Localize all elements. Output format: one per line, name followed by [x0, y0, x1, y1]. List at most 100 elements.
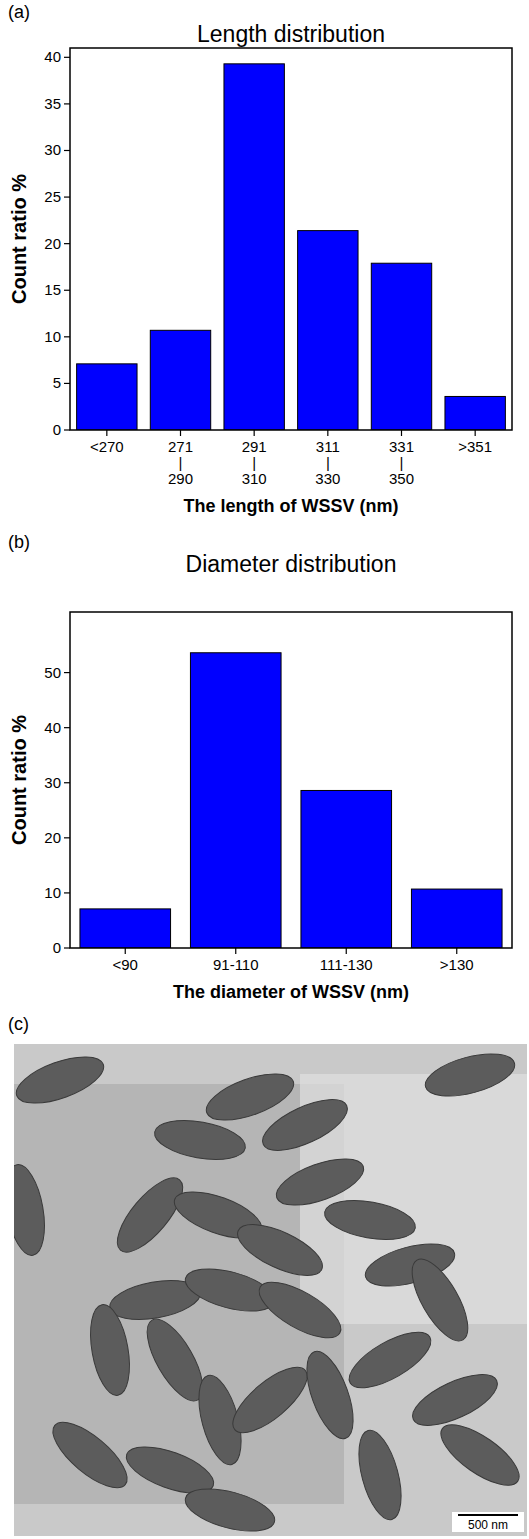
y-tick: [64, 947, 70, 948]
chart-panel: (a) Length distribution 0 5 10 15 20 25 30 35 40 <2…: [8, 2, 512, 516]
y-tick-label: 40: [44, 719, 61, 736]
micrograph: [14, 1044, 527, 1536]
scale-bar: [458, 1514, 518, 1516]
bar: [301, 790, 392, 948]
x-tick: [327, 430, 328, 436]
x-axis-title: The diameter of WSSV (nm): [173, 982, 409, 1002]
virion: [351, 1426, 410, 1524]
bar: [445, 396, 505, 430]
x-axis-title: The length of WSSV (nm): [184, 496, 399, 516]
y-tick: [64, 837, 70, 838]
y-tick-label: 10: [44, 884, 61, 901]
virion: [84, 1302, 135, 1399]
panel-label: (a): [8, 2, 30, 22]
x-tick-label: 331|350: [389, 438, 414, 487]
bar: [298, 231, 358, 430]
bar: [224, 64, 284, 430]
virion: [401, 1251, 478, 1349]
virion: [14, 1162, 51, 1259]
y-tick: [64, 57, 70, 58]
y-tick: [64, 336, 70, 337]
y-tick: [64, 243, 70, 244]
bar: [190, 653, 281, 948]
y-tick-label: 40: [44, 48, 61, 65]
x-tick-label: 271|290: [168, 438, 193, 487]
x-tick: [106, 430, 107, 436]
y-tick-label: 30: [44, 141, 61, 158]
virion: [181, 1481, 279, 1536]
x-tick-label: <90: [113, 956, 138, 973]
virion: [322, 1194, 419, 1245]
virion: [341, 1321, 439, 1398]
chart-title: Diameter distribution: [186, 551, 397, 577]
bar: [411, 889, 502, 948]
virion: [43, 1412, 137, 1499]
chart-title: Length distribution: [197, 21, 385, 47]
micrograph-background: [14, 1044, 527, 1536]
x-tick: [125, 948, 126, 954]
y-axis-title: Count ratio %: [8, 715, 30, 845]
plot-frame: [70, 48, 512, 430]
y-tick: [64, 892, 70, 893]
y-tick-label: 20: [44, 235, 61, 252]
virion: [251, 1271, 349, 1348]
virion: [152, 1114, 249, 1165]
x-tick: [401, 430, 402, 436]
scale-bar-ground: [452, 1512, 524, 1532]
bar: [77, 364, 137, 430]
y-tick: [64, 727, 70, 728]
panel-label: (c): [8, 1014, 29, 1034]
bars: [80, 653, 502, 948]
micrograph-panel: (c) 500 nm: [0, 1014, 528, 1539]
y-tick-label: 25: [44, 188, 61, 205]
y-tick-label: 50: [44, 664, 61, 681]
virion: [231, 1214, 330, 1286]
x-tick: [475, 430, 476, 436]
x-tick-label: >130: [440, 956, 474, 973]
y-tick: [64, 672, 70, 673]
x-tick: [254, 430, 255, 436]
plot-frame: [70, 612, 512, 948]
panel-label: (b): [8, 532, 30, 552]
y-tick-label: 20: [44, 829, 61, 846]
x-tick-label: 291|310: [242, 438, 267, 487]
y-tick: [64, 782, 70, 783]
virion: [432, 1414, 527, 1496]
scale-bar-label: 500 nm: [468, 1518, 508, 1532]
virion: [256, 1089, 355, 1161]
virion: [14, 1047, 109, 1112]
y-tick-label: 5: [53, 374, 61, 391]
y-tick: [64, 383, 70, 384]
x-tick-label: 111-130: [320, 956, 373, 973]
y-tick-label: 35: [44, 95, 61, 112]
y-tick-label: 30: [44, 774, 61, 791]
virion: [297, 1346, 362, 1445]
y-tick: [64, 103, 70, 104]
x-tick-label: >351: [458, 438, 492, 455]
y-axis-title: Count ratio %: [8, 174, 30, 304]
virion: [421, 1046, 519, 1105]
x-tick: [235, 948, 236, 954]
y-tick: [64, 196, 70, 197]
figure: (a) Length distribution 0 5 10 15 20 25 30 35 40 <2…: [0, 0, 529, 1539]
x-tick-label: 311|330: [315, 438, 340, 487]
y-tick-label: 10: [44, 328, 61, 345]
y-tick: [64, 429, 70, 430]
x-tick: [180, 430, 181, 436]
x-tick-label: <270: [90, 438, 124, 455]
bar: [371, 263, 431, 430]
y-tick: [64, 290, 70, 291]
x-tick-label: 91-110: [213, 956, 259, 973]
x-tick: [456, 948, 457, 954]
x-tick: [346, 948, 347, 954]
bars: [77, 64, 506, 430]
chart-panel: (b) Diameter distribution 0 10 20 30 40 50 <90 91…: [8, 532, 512, 1002]
virion: [107, 1168, 194, 1262]
bar: [150, 330, 210, 430]
y-tick-label: 0: [53, 421, 61, 438]
bar: [80, 909, 171, 948]
y-tick: [64, 150, 70, 151]
y-tick-label: 0: [53, 939, 61, 956]
y-tick-label: 15: [44, 281, 61, 298]
virion: [223, 1357, 317, 1444]
